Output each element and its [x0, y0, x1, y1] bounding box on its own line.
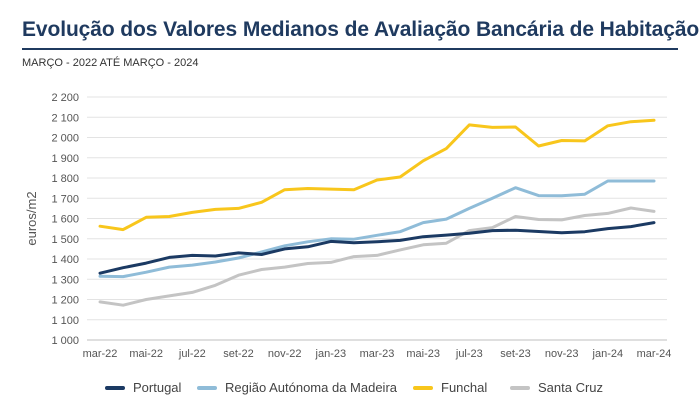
y-tick-label: 1 500	[51, 234, 79, 246]
y-tick-label: 1 700	[51, 193, 79, 205]
legend-item: Portugal	[105, 380, 181, 395]
x-tick-label: nov-22	[268, 348, 302, 360]
x-tick-labels: mar-22 mai-22 jul-22 set-22 nov-22 jan-23 mar-…	[83, 348, 672, 360]
series-line-funchal	[98, 118, 656, 232]
y-tick-label: 1 900	[51, 153, 79, 165]
legend-swatch	[413, 385, 433, 390]
y-tick-label: 1 800	[51, 173, 79, 185]
x-tick-label: jan-24	[592, 348, 624, 360]
legend-label: Região Autónoma da Madeira	[225, 380, 398, 395]
y-tick-label: 1 000	[51, 335, 79, 347]
chart-title: Evolução dos Valores Medianos de Avaliaç…	[22, 18, 700, 41]
legend-swatch	[105, 385, 125, 390]
y-tick-label: 1 300	[51, 274, 79, 286]
x-tick-label: nov-23	[545, 348, 579, 360]
chart-subtitle: MARÇO - 2022 ATÉ MARÇO - 2024	[22, 57, 199, 69]
y-tick-label: 1 200	[51, 295, 79, 307]
x-tick-label: mar-22	[83, 348, 118, 360]
y-tick-label: 1 400	[51, 254, 79, 266]
y-axis-label: euros/m2	[24, 191, 39, 245]
series-line-regi-o-aut-noma-da-madeira	[98, 179, 656, 279]
title-underline	[22, 48, 678, 50]
x-tick-label: mai-22	[129, 348, 163, 360]
x-tick-label: set-23	[500, 348, 531, 360]
x-tick-label: mai-23	[406, 348, 440, 360]
legend-label: Santa Cruz	[538, 380, 604, 395]
x-tick-label: jul-23	[455, 348, 483, 360]
x-tick-label: jul-22	[178, 348, 206, 360]
chart-legend: Portugal Região Autónoma da Madeira Funcha…	[0, 380, 700, 400]
x-tick-label: set-22	[223, 348, 254, 360]
x-tick-label: mar-23	[360, 348, 395, 360]
legend-label: Funchal	[441, 380, 488, 395]
legend-label: Portugal	[133, 380, 182, 395]
series-lines	[98, 118, 656, 307]
y-tick-label: 2 000	[51, 133, 79, 145]
gridlines	[87, 96, 667, 321]
x-tick-label: mar-24	[637, 348, 672, 360]
y-tick-label: 1 100	[51, 315, 79, 327]
legend-swatch	[197, 385, 217, 390]
y-tick-label: 2 100	[51, 112, 79, 124]
y-tick-labels: 1 000 1 100 1 200 1 300 1 400 1 500 1 600 1 700…	[51, 92, 79, 347]
x-tick-label: jan-23	[315, 348, 347, 360]
legend-item: Região Autónoma da Madeira	[197, 380, 397, 395]
legend-item: Santa Cruz	[510, 380, 603, 395]
y-tick-label: 2 200	[51, 92, 79, 104]
series-line-santa-cruz	[98, 206, 656, 307]
legend-swatch	[510, 385, 530, 390]
legend-item: Funchal	[413, 380, 487, 395]
y-tick-label: 1 600	[51, 214, 79, 226]
series-line-portugal	[98, 221, 656, 275]
